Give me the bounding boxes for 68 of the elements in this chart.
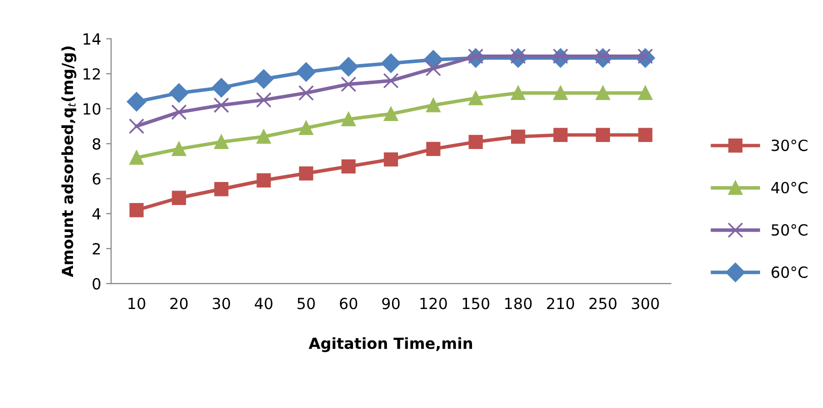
point: [129, 150, 144, 165]
point: [596, 128, 610, 142]
point: [638, 128, 652, 142]
x-tick-label: 60: [340, 298, 358, 310]
x-tick-label: 50: [298, 298, 315, 310]
y-tick-label: 6: [92, 173, 100, 185]
x-tick-label: 180: [505, 298, 532, 310]
point: [256, 130, 271, 144]
point: [254, 69, 274, 89]
y-tick-label: 8: [92, 138, 100, 150]
x-axis-title: Agitation Time,min: [308, 337, 472, 352]
point: [256, 173, 271, 188]
point: [381, 54, 401, 73]
legend-label: 40°C: [771, 182, 808, 194]
y-tick-label: 2: [92, 243, 100, 254]
x-tick-label: 120: [420, 298, 447, 310]
point: [212, 78, 232, 98]
y-axis-title: Amount adsorbed,q$_{t}$(mg/g): [61, 46, 76, 278]
point: [298, 85, 314, 101]
y-tick-label: 10: [84, 103, 100, 115]
point: [214, 97, 230, 113]
legend-label: 50°C: [772, 224, 808, 236]
y-tick-label: 14: [84, 33, 101, 45]
x-tick-label: 210: [547, 298, 574, 310]
point: [426, 60, 442, 76]
point: [128, 118, 144, 134]
legend-label: 60°C: [772, 266, 808, 278]
point: [384, 152, 398, 166]
point: [468, 91, 483, 106]
point: [383, 72, 399, 89]
x-tick-label: 250: [589, 298, 616, 310]
point: [256, 92, 272, 108]
point: [384, 106, 398, 122]
x-tick-label: 300: [632, 298, 659, 310]
point: [511, 130, 526, 144]
x-tick-label: 150: [462, 298, 490, 310]
x-tick-label: 30: [212, 298, 230, 310]
y-tick-label: 4: [92, 208, 101, 220]
x-tick-label: 20: [170, 298, 188, 310]
point: [214, 134, 228, 150]
point: [426, 98, 440, 112]
point: [511, 86, 526, 100]
point: [172, 142, 186, 156]
x-tick-label: 10: [128, 298, 146, 310]
point: [638, 86, 652, 100]
point: [171, 104, 187, 120]
point: [596, 86, 610, 100]
point: [296, 62, 316, 82]
point: [426, 142, 440, 156]
point: [126, 92, 146, 112]
point: [553, 128, 568, 142]
legend-label: 30°C: [772, 140, 808, 152]
point: [341, 159, 356, 174]
point: [299, 166, 314, 180]
point: [299, 120, 314, 136]
point: [553, 86, 568, 100]
y-tick-label: 0: [92, 278, 100, 290]
point: [129, 203, 144, 218]
point: [468, 134, 483, 150]
x-tick-label: 40: [254, 298, 272, 310]
y-tick-label: 12: [84, 68, 100, 80]
point: [341, 112, 356, 126]
point: [340, 76, 356, 92]
x-tick-label: 90: [382, 298, 400, 310]
point: [169, 83, 189, 103]
point: [172, 190, 186, 205]
point: [214, 182, 228, 196]
point: [338, 57, 358, 76]
